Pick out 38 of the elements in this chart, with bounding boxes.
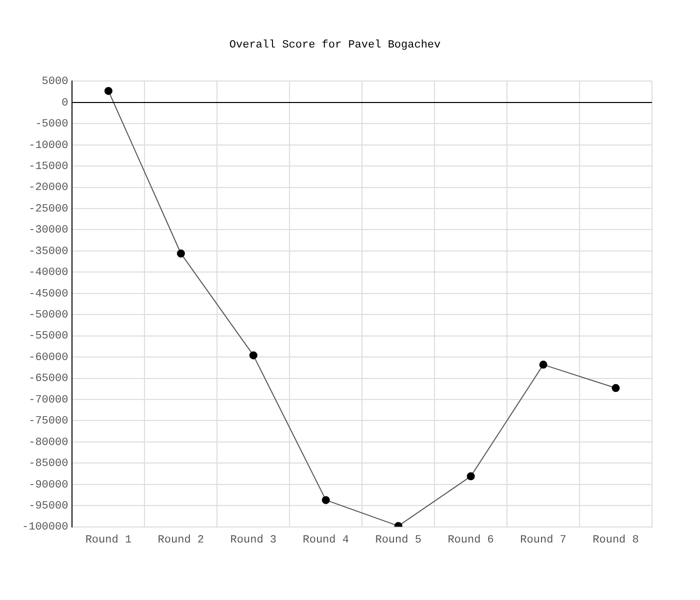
point [176,250,185,258]
y-tick-label: -50000 [28,310,68,322]
point [466,472,475,480]
y-tick-label: -40000 [28,267,68,280]
y-tick-label: -95000 [28,500,68,512]
x-tick-label: Round 7 [520,534,566,546]
y-tick-label: -90000 [28,479,68,492]
y-tick-label: -35000 [28,246,68,258]
y-tick-label: -20000 [28,182,68,194]
x-tick-label: Round 8 [592,534,639,546]
y-tick-label: -80000 [28,436,68,449]
point [104,86,112,95]
point [539,360,548,369]
y-tick-label: -100000 [22,522,68,534]
x-tick-label: Round 6 [448,534,494,546]
x-tick-label: Round 4 [302,534,350,546]
y-tick-label: -30000 [28,224,68,237]
y-tick-label: -60000 [28,352,68,364]
x-tick-label: Round 1 [85,534,132,546]
y-tick-label: -55000 [28,330,68,343]
point [322,496,330,504]
y-tick-label: -85000 [28,458,68,470]
chart-title: Overall Score for Pavel Bogachev [229,40,442,52]
y-tick-label: -15000 [28,160,68,173]
y-tick-label: -25000 [28,203,68,216]
y-tick-label: -75000 [28,416,68,428]
y-tick-label: -45000 [28,288,68,300]
y-tick-label: 0 [62,97,68,110]
point [612,384,620,392]
y-tick-label: 5000 [42,76,68,88]
y-tick-label: -70000 [28,394,68,406]
y-tick-label: -65000 [28,373,68,386]
x-tick-label: Round 3 [230,534,276,546]
x-tick-label: Round 2 [158,534,204,546]
x-tick-label: Round 5 [375,534,422,546]
point [249,351,258,360]
y-tick-label: -10000 [28,140,68,152]
y-tick-label: -5000 [35,118,68,131]
